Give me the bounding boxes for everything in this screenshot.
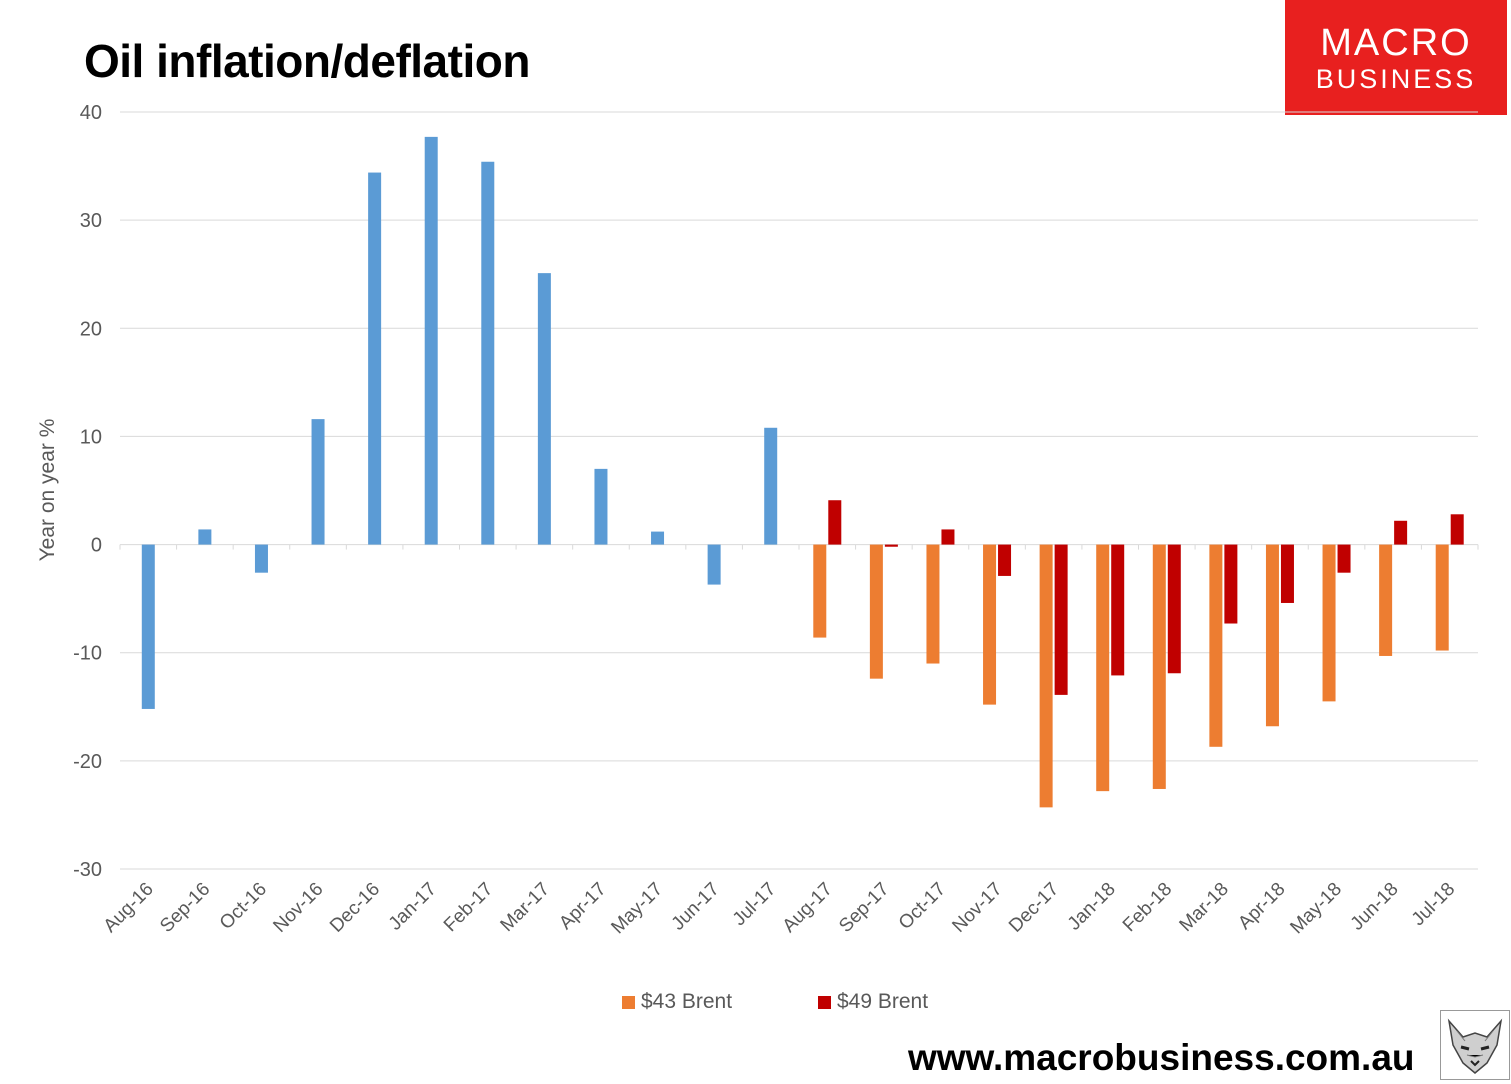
x-tick-label: Jul-17 bbox=[729, 879, 780, 930]
legend-swatch-43-brent bbox=[622, 995, 635, 1009]
bar-actual-may-17 bbox=[651, 531, 665, 545]
bar--43-brent-nov-17 bbox=[983, 544, 997, 705]
x-tick-label: Feb-18 bbox=[1119, 879, 1176, 936]
logo-line-1: MACRO bbox=[1320, 22, 1472, 64]
legend-item-49-brent: $49 Brent bbox=[818, 990, 928, 1014]
x-tick-label: Sep-16 bbox=[156, 879, 214, 937]
x-tick-label: May-17 bbox=[607, 879, 667, 939]
bar--49-brent-nov-17 bbox=[998, 544, 1012, 576]
bar--43-brent-sep-17 bbox=[869, 544, 883, 679]
bar-actual-dec-16 bbox=[368, 172, 382, 545]
x-tick-label: Mar-17 bbox=[497, 879, 554, 936]
x-tick-label: Jan-18 bbox=[1064, 879, 1120, 935]
y-tick-label: -20 bbox=[73, 751, 102, 773]
legend-label-49-brent: $49 Brent bbox=[837, 990, 929, 1013]
y-tick-label: 40 bbox=[80, 102, 102, 124]
bar--49-brent-feb-18 bbox=[1167, 544, 1181, 674]
bar--49-brent-jul-18 bbox=[1450, 514, 1464, 545]
y-tick-label: -10 bbox=[73, 643, 102, 665]
bar-actual-mar-17 bbox=[537, 273, 551, 545]
macrobusiness-logo: MACRO BUSINESS bbox=[1285, 0, 1507, 115]
bar--43-brent-jul-18 bbox=[1435, 544, 1449, 651]
x-tick-label: Nov-16 bbox=[269, 879, 327, 937]
x-tick-label: Sep-17 bbox=[835, 879, 893, 937]
x-tick-label: Jan-17 bbox=[385, 879, 441, 935]
y-tick-label: 30 bbox=[80, 210, 102, 232]
bar-actual-nov-16 bbox=[311, 419, 325, 545]
bar--49-brent-jun-18 bbox=[1394, 520, 1408, 545]
y-tick-label: 10 bbox=[80, 426, 102, 448]
x-tick-label: Aug-16 bbox=[100, 879, 158, 937]
bar-actual-feb-17 bbox=[481, 161, 495, 545]
bar-actual-aug-16 bbox=[141, 544, 155, 709]
x-tick-label: May-18 bbox=[1286, 879, 1346, 939]
bar-actual-jun-17 bbox=[707, 544, 721, 585]
x-tick-label: Dec-16 bbox=[326, 879, 384, 937]
x-tick-label: Oct-16 bbox=[216, 879, 271, 934]
x-tick-label: Feb-17 bbox=[440, 879, 497, 936]
legend-swatch-49-brent bbox=[818, 995, 831, 1009]
x-tick-label: Dec-17 bbox=[1005, 879, 1063, 937]
x-tick-label: Aug-17 bbox=[779, 879, 837, 937]
bar--43-brent-apr-18 bbox=[1265, 544, 1279, 727]
bar--49-brent-dec-17 bbox=[1054, 544, 1068, 695]
x-tick-label: Nov-17 bbox=[948, 879, 1006, 937]
bar--43-brent-jun-18 bbox=[1379, 544, 1393, 656]
legend-item-43-brent: $43 Brent bbox=[622, 990, 732, 1014]
y-tick-label: 20 bbox=[80, 318, 102, 340]
bar--49-brent-apr-18 bbox=[1280, 544, 1294, 603]
bar--43-brent-oct-17 bbox=[926, 544, 940, 664]
x-tick-label: Oct-17 bbox=[895, 879, 950, 934]
bar--49-brent-sep-17 bbox=[884, 544, 898, 547]
logo-line-2: BUSINESS bbox=[1315, 64, 1477, 94]
website-url: www.macrobusiness.com.au bbox=[908, 1037, 1415, 1078]
bar-actual-oct-16 bbox=[254, 544, 268, 573]
bar--43-brent-may-18 bbox=[1322, 544, 1336, 702]
wolf-logo-icon bbox=[1440, 1010, 1510, 1080]
x-tick-label: Jul-18 bbox=[1408, 879, 1459, 930]
x-tick-label: Jun-17 bbox=[668, 879, 724, 935]
bar--49-brent-mar-18 bbox=[1224, 544, 1238, 624]
bar-actual-sep-16 bbox=[198, 529, 212, 545]
bar--43-brent-dec-17 bbox=[1039, 544, 1053, 808]
bar-actual-apr-17 bbox=[594, 468, 608, 545]
y-tick-label: 0 bbox=[91, 535, 102, 557]
bar--43-brent-aug-17 bbox=[813, 544, 827, 638]
bar--49-brent-jan-18 bbox=[1111, 544, 1125, 676]
x-tick-label: Jun-18 bbox=[1347, 879, 1403, 935]
y-tick-label: -30 bbox=[73, 859, 102, 881]
chart-title: Oil inflation/deflation bbox=[84, 35, 530, 87]
bar--43-brent-jan-18 bbox=[1096, 544, 1110, 792]
bar--49-brent-may-18 bbox=[1337, 544, 1351, 573]
x-tick-label: Mar-18 bbox=[1176, 879, 1233, 936]
bar-actual-jul-17 bbox=[764, 427, 778, 545]
bar--43-brent-mar-18 bbox=[1209, 544, 1223, 747]
bar--43-brent-feb-18 bbox=[1152, 544, 1166, 789]
bar--49-brent-oct-17 bbox=[941, 529, 955, 545]
bar-actual-jan-17 bbox=[424, 136, 438, 545]
x-tick-label: Apr-17 bbox=[555, 879, 610, 934]
x-tick-label: Apr-18 bbox=[1234, 879, 1289, 934]
legend-label-43-brent: $43 Brent bbox=[641, 990, 733, 1013]
bar--49-brent-aug-17 bbox=[828, 500, 842, 545]
